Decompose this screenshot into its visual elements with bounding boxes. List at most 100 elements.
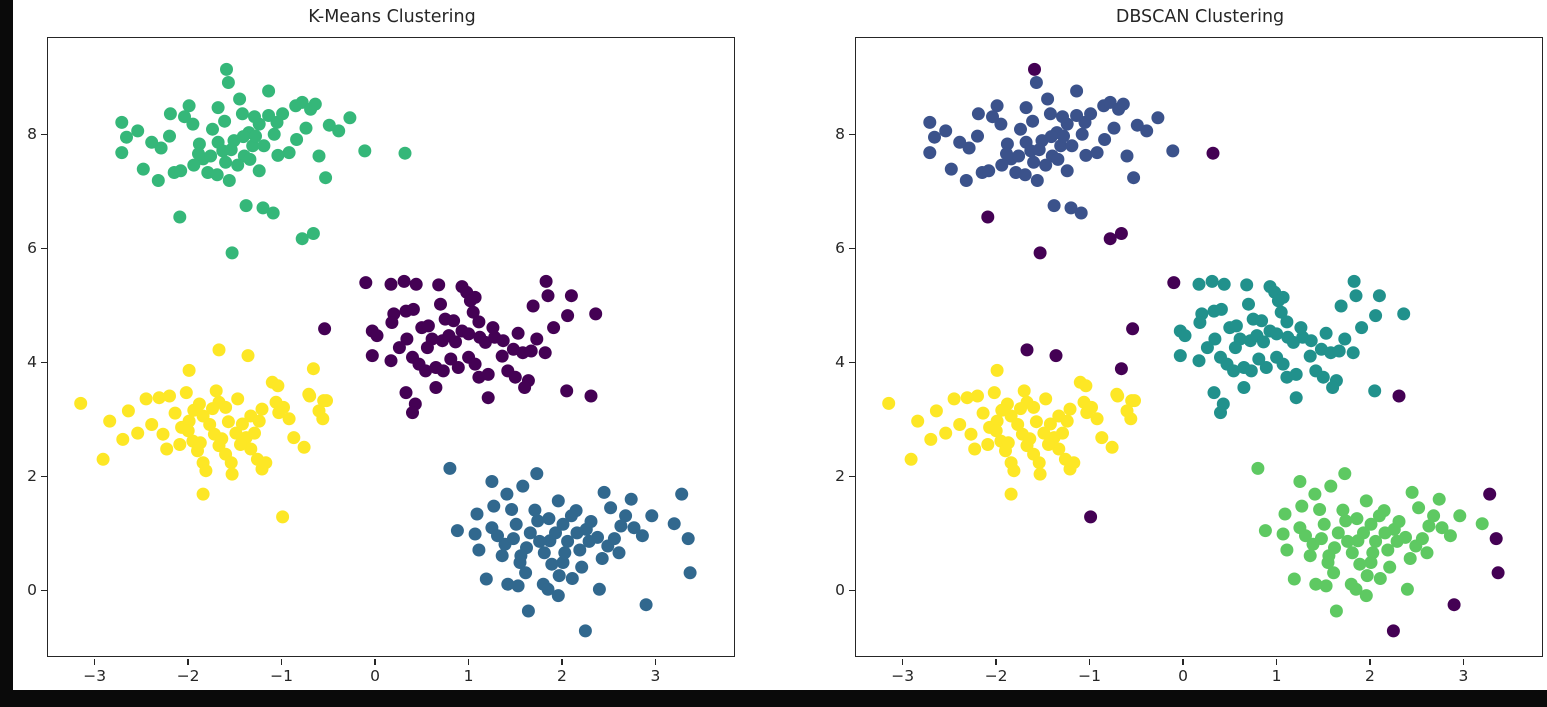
scatter-point-cluster-blue-bottom-right <box>450 524 464 538</box>
scatter-point-cluster-yellow-left <box>248 426 261 440</box>
scatter-point-cluster-purple-center <box>409 277 423 291</box>
scatter-point-cluster-purple-center <box>508 370 522 384</box>
scatter-point-cluster-purple-center <box>495 349 509 363</box>
scatter-point-noise <box>1049 349 1063 363</box>
scatter-point-cluster-green-top-left <box>257 139 271 153</box>
scatter-point-cluster-teal-center <box>1338 332 1352 346</box>
x-tick-label: 2 <box>1365 667 1375 685</box>
scatter-point-cluster-purple-center <box>496 334 510 348</box>
scatter-point-cluster-yellow-left <box>255 402 269 416</box>
x-tick-mark <box>654 658 657 665</box>
scatter-point-cluster-yellow-left <box>196 487 210 501</box>
scatter-point-cluster-teal-center <box>1397 307 1411 321</box>
scatter-point-cluster-blue-top-left <box>1047 199 1061 213</box>
scatter-point-cluster-teal-center <box>1289 367 1303 381</box>
scatter-point-noise <box>1392 389 1406 403</box>
scatter-point-cluster-yellow-left <box>1001 436 1015 450</box>
scatter-point-cluster-blue-bottom-right <box>533 534 547 548</box>
scatter-point-cluster-green-top-left <box>222 174 236 187</box>
scatter-point-cluster-yellow-left <box>924 432 938 446</box>
x-tick-mark <box>1275 658 1278 665</box>
scatter-point-cluster-purple-center <box>406 302 420 316</box>
scatter-point-cluster-blue-bottom-right <box>521 604 535 618</box>
scatter-point-cluster-purple-center <box>518 381 532 394</box>
dbscan-axes <box>855 37 1543 657</box>
scatter-point-cluster-blue-bottom-right <box>506 532 520 546</box>
scatter-point-cluster-yellow-left <box>1033 467 1047 481</box>
scatter-point-cluster-teal-center <box>1208 332 1222 346</box>
scatter-point-cluster-yellow-left <box>271 379 285 393</box>
scatter-point-cluster-yellow-left <box>145 418 159 431</box>
scatter-point-cluster-blue-top-left <box>1116 97 1130 111</box>
scatter-point-cluster-green-top-left <box>174 164 188 178</box>
scatter-point-cluster-green-top-left <box>319 171 333 185</box>
scatter-point-cluster-green-bottom-right <box>1412 501 1426 515</box>
scatter-point-cluster-blue-top-left <box>959 174 973 187</box>
scatter-point-cluster-blue-bottom-right <box>549 526 562 540</box>
scatter-point-cluster-purple-center <box>449 335 462 349</box>
scatter-point-cluster-yellow-left <box>1043 417 1057 431</box>
scatter-point-cluster-blue-bottom-right <box>470 507 484 521</box>
scatter-point-cluster-purple-center <box>564 289 578 303</box>
scatter-point-cluster-green-bottom-right <box>1373 572 1387 585</box>
scatter-point-cluster-blue-bottom-right <box>500 487 514 501</box>
scatter-point-noise <box>1167 276 1181 290</box>
scatter-point-cluster-teal-center <box>1304 334 1318 348</box>
y-tick-mark <box>41 247 47 250</box>
scatter-point-noise <box>1206 146 1220 160</box>
scatter-point-cluster-yellow-left <box>224 456 238 470</box>
x-tick-label: 0 <box>1178 667 1188 685</box>
scatter-point-cluster-green-bottom-right <box>1339 514 1353 528</box>
scatter-point-cluster-purple-center <box>560 384 574 398</box>
scatter-point-cluster-blue-bottom-right <box>505 503 519 516</box>
scatter-point-cluster-blue-top-left <box>971 129 984 143</box>
scatter-point-cluster-green-bottom-right <box>1432 492 1446 506</box>
scatter-point-cluster-yellow-left <box>987 386 1001 400</box>
scatter-point-cluster-green-top-left <box>192 147 205 161</box>
scatter-point-cluster-purple-center <box>419 364 433 378</box>
x-tick-label: 0 <box>370 667 380 685</box>
scatter-point-cluster-teal-center <box>1193 316 1207 329</box>
scatter-point-cluster-yellow-left <box>960 391 974 405</box>
scatter-point-cluster-yellow-left <box>173 438 187 451</box>
scatter-point-cluster-yellow-left <box>1090 412 1104 426</box>
scatter-point-cluster-yellow-left <box>1023 432 1037 446</box>
scatter-point-cluster-green-top-left <box>256 201 270 215</box>
scatter-point-cluster-green-bottom-right <box>1331 526 1345 540</box>
y-tick-mark <box>849 475 855 478</box>
scatter-point-cluster-blue-bottom-right <box>604 501 618 515</box>
scatter-point-cluster-purple-center <box>432 278 446 292</box>
scatter-point-noise <box>1489 532 1503 546</box>
scatter-point-cluster-yellow-left <box>139 392 153 406</box>
x-tick-label: 2 <box>557 667 567 685</box>
scatter-point-cluster-green-bottom-right <box>1295 499 1309 513</box>
y-tick-mark <box>849 133 855 136</box>
scatter-point-cluster-green-bottom-right <box>1381 543 1395 557</box>
scatter-point-cluster-blue-bottom-right <box>575 560 589 574</box>
scatter-point-cluster-green-bottom-right <box>1427 509 1441 523</box>
scatter-point-cluster-teal-center <box>1173 349 1187 363</box>
scatter-point-cluster-teal-center <box>1346 346 1360 360</box>
scatter-point-cluster-green-top-left <box>136 162 150 176</box>
scatter-point-cluster-blue-top-left <box>1079 148 1093 162</box>
scatter-point-cluster-teal-center <box>1334 299 1348 313</box>
x-tick-label: 3 <box>1458 667 1469 685</box>
scatter-point-cluster-yellow-left <box>1011 418 1025 431</box>
scatter-point-cluster-green-top-left <box>282 146 296 160</box>
scatter-point-cluster-blue-bottom-right <box>542 512 556 526</box>
scatter-point-cluster-blue-bottom-right <box>565 572 579 585</box>
scatter-point-cluster-blue-bottom-right <box>514 549 528 563</box>
scatter-point-cluster-blue-top-left <box>1098 133 1112 146</box>
scatter-point-cluster-yellow-left <box>212 343 226 357</box>
scatter-point-cluster-teal-center <box>1280 315 1294 329</box>
x-tick-mark <box>467 658 470 665</box>
scatter-point-cluster-blue-bottom-right <box>592 582 606 596</box>
scatter-point-cluster-blue-top-left <box>962 141 976 155</box>
scatter-point-cluster-teal-center <box>1242 297 1255 311</box>
scatter-point-cluster-yellow-left <box>287 431 301 445</box>
scatter-point-cluster-blue-bottom-right <box>530 467 544 481</box>
scatter-point-cluster-yellow-left <box>1007 464 1021 478</box>
scatter-point-cluster-yellow-left <box>152 391 166 405</box>
scatter-point-cluster-yellow-left <box>244 442 258 456</box>
scatter-point-cluster-teal-center <box>1289 391 1303 405</box>
